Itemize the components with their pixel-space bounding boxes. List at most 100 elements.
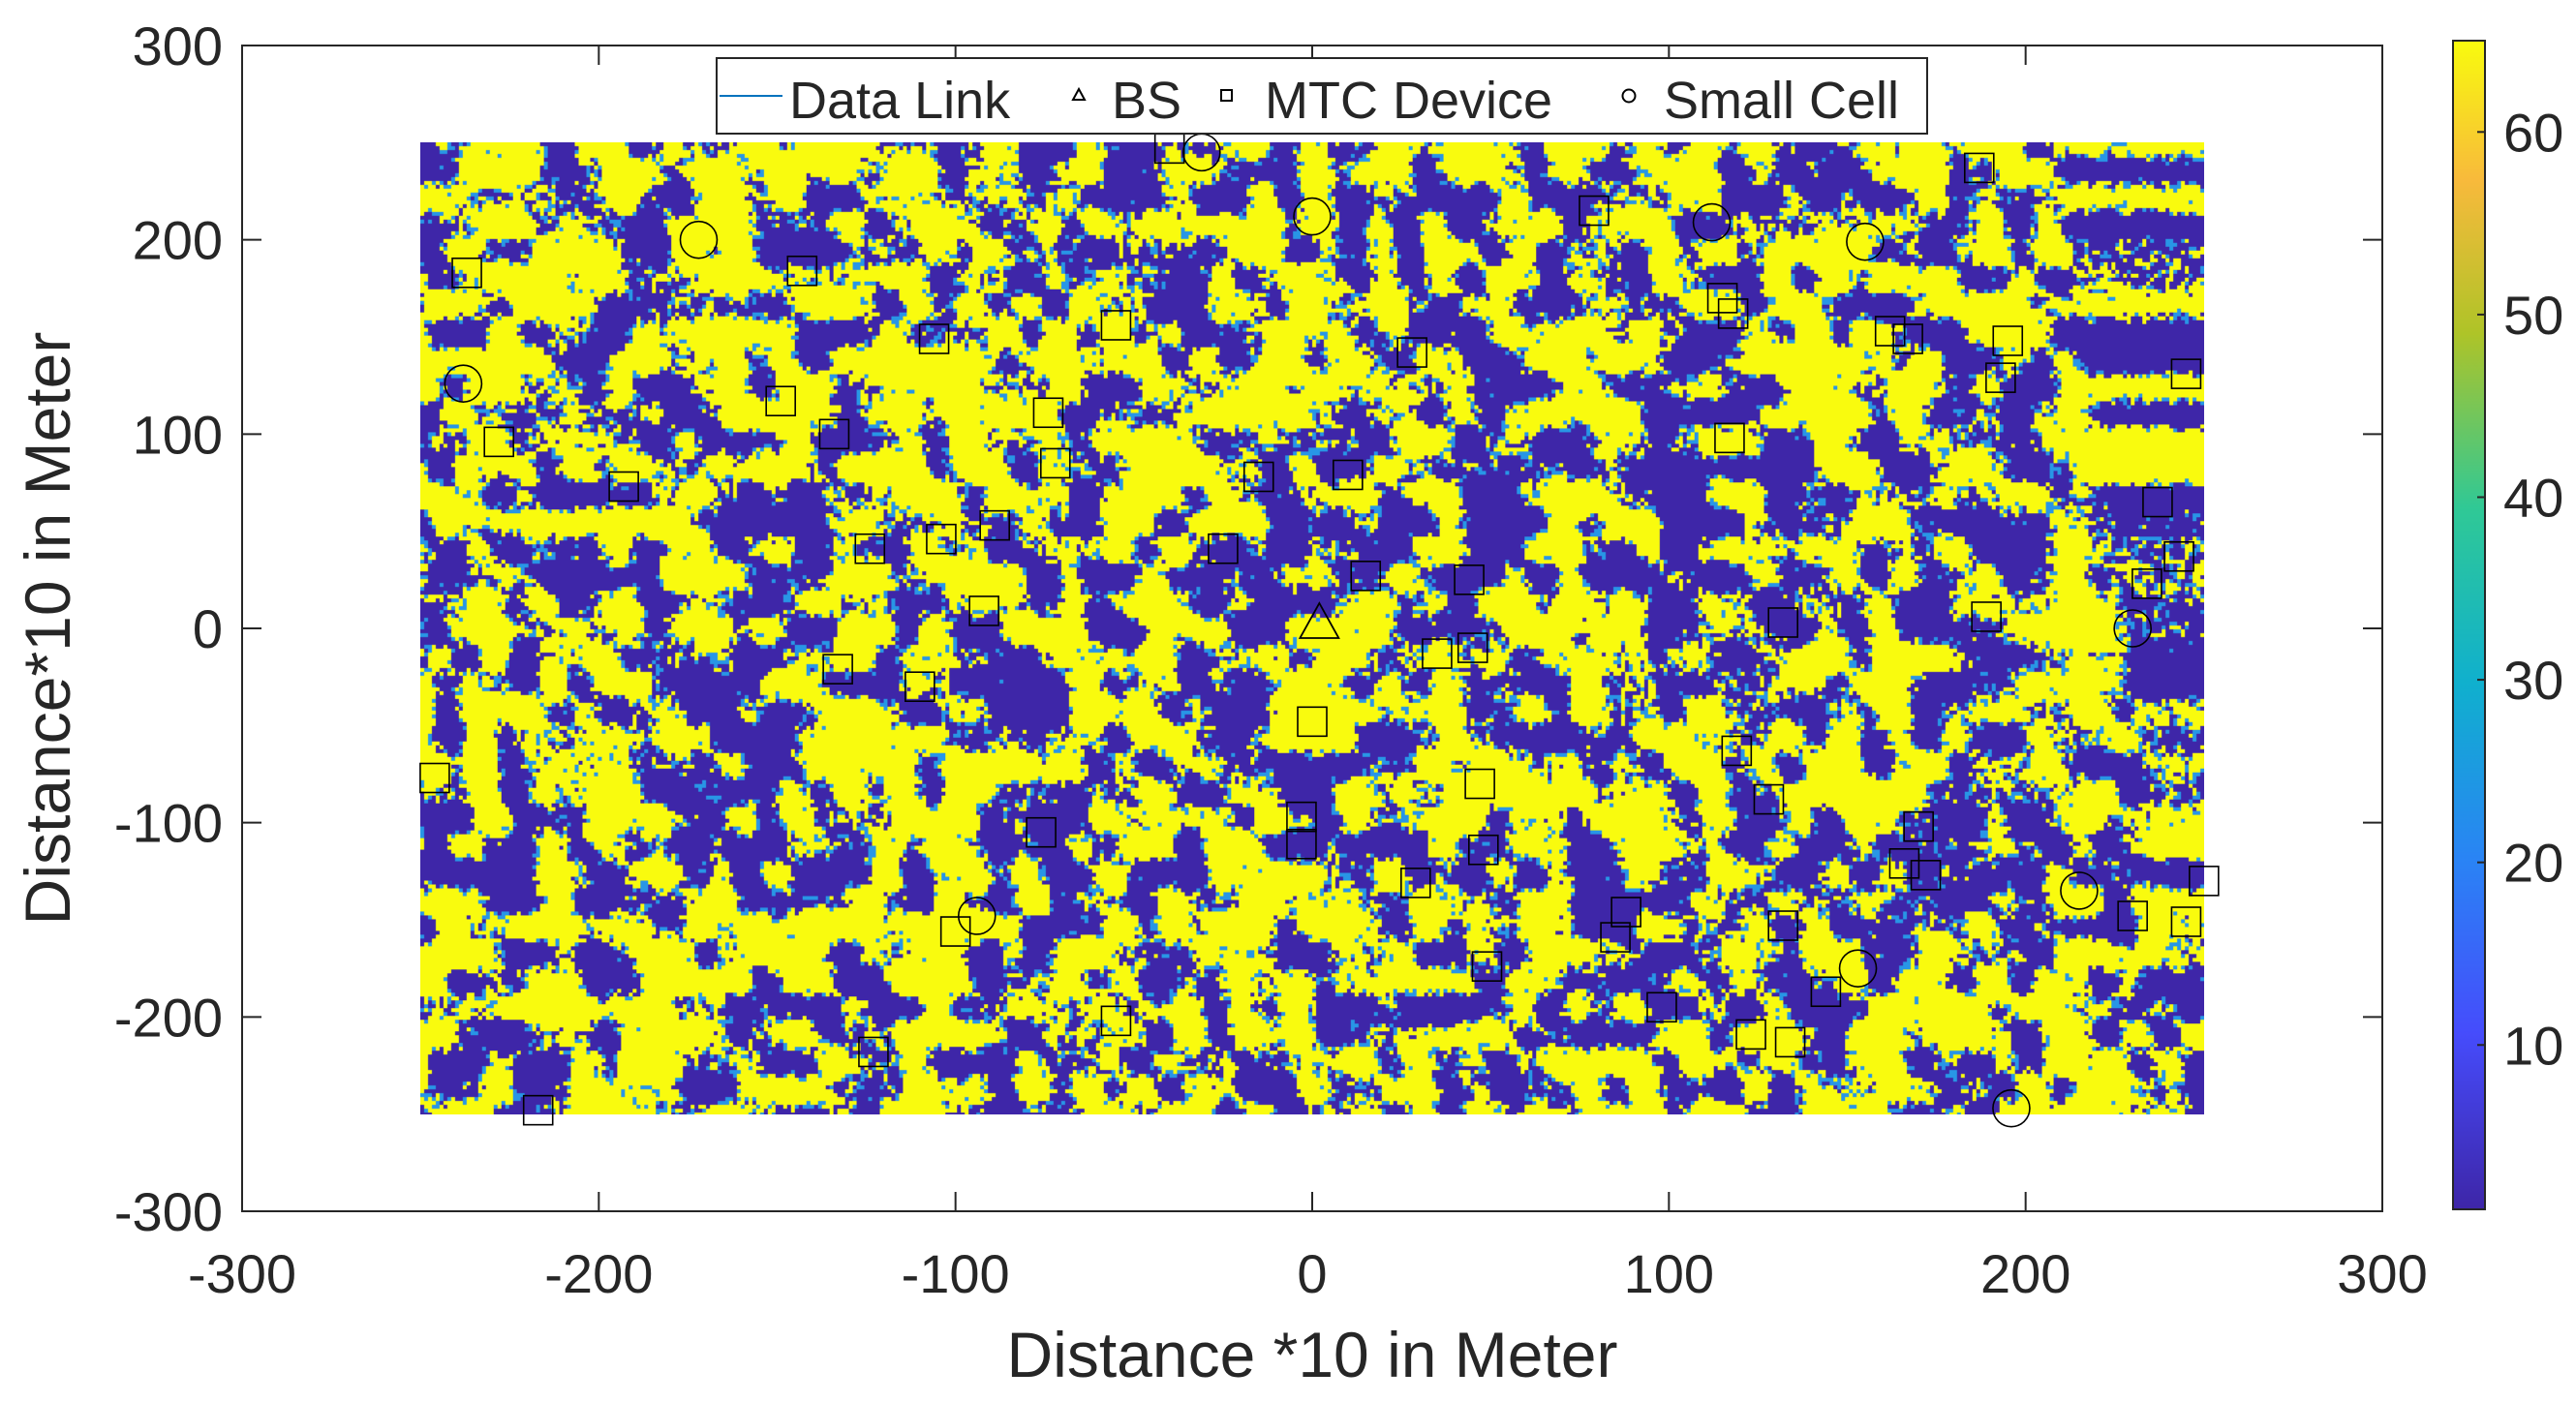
mtc-device-marker <box>858 1036 889 1068</box>
small-cell-marker <box>2060 871 2099 910</box>
axis-ticks: -300 -200 -100 0 100 200 300 -300 -200 -100 0 100 20… <box>114 15 2428 1304</box>
mtc-device-marker <box>2189 866 2220 897</box>
mtc-device-marker <box>1100 310 1132 341</box>
mtc-device-marker <box>1874 316 1906 347</box>
mtc-device-marker <box>1767 910 1798 941</box>
mtc-device-marker <box>1032 397 1064 429</box>
mtc-device-marker <box>1985 362 2016 393</box>
bs-marker <box>1298 601 1340 639</box>
mtc-device-marker <box>1600 922 1631 953</box>
small-cell-marker <box>2113 609 2152 648</box>
mtc-device-marker <box>1646 991 1677 1023</box>
small-cell-marker <box>679 220 719 259</box>
mtc-device-marker <box>2163 540 2194 572</box>
mtc-device-marker <box>2117 900 2148 931</box>
colorbar-tick-label: 60 <box>2503 102 2563 163</box>
mtc-device-marker <box>1242 461 1274 493</box>
mtc-device-marker <box>1910 860 1942 891</box>
mtc-device-marker <box>1333 459 1364 491</box>
legend-mtc-marker <box>1220 89 1233 102</box>
small-cell-marker <box>1846 222 1885 261</box>
colorbar-box <box>2452 40 2486 1210</box>
small-cell-marker <box>957 897 997 935</box>
small-cell-marker <box>1692 202 1732 242</box>
y-tick-label: 300 <box>133 15 223 76</box>
mtc-device-marker <box>1396 337 1427 368</box>
x-tick-label: 100 <box>1624 1243 1714 1304</box>
y-tick-label: 0 <box>193 598 223 659</box>
mtc-device-marker <box>1464 768 1495 800</box>
mtc-device-marker <box>905 671 935 703</box>
mtc-device-marker <box>2131 568 2162 599</box>
mtc-device-marker <box>765 385 796 417</box>
mtc-device-marker <box>608 471 639 503</box>
mtc-device-marker <box>1579 195 1610 227</box>
mtc-device-marker <box>918 323 950 354</box>
mtc-device-marker <box>1468 834 1499 866</box>
mtc-device-marker <box>1963 152 1995 184</box>
mtc-device-marker <box>818 418 850 450</box>
y-tick-label: -200 <box>114 987 223 1048</box>
colorbar: 10 20 30 40 50 60 <box>2452 40 2563 1210</box>
mtc-device-marker <box>419 762 450 794</box>
legend-label-bs: BS <box>1112 72 1181 130</box>
small-cell-marker <box>1838 949 1878 988</box>
mtc-device-marker <box>1971 601 2002 632</box>
mtc-device-marker <box>1753 783 1785 815</box>
mtc-device-marker <box>1774 1026 1806 1058</box>
mtc-device-marker <box>1457 632 1488 663</box>
mtc-device-marker <box>483 426 515 458</box>
small-cell-marker <box>1992 1088 2031 1128</box>
mtc-device-marker <box>1888 848 1920 879</box>
colorbar-gradient <box>2453 41 2485 1209</box>
x-tick-label: -200 <box>544 1243 653 1304</box>
mtc-device-marker <box>786 255 818 287</box>
small-cell-marker <box>444 364 483 403</box>
mtc-device-marker <box>1350 561 1382 592</box>
legend-bs-marker <box>1071 86 1087 101</box>
colorbar-ticks: 10 20 30 40 50 60 <box>2477 102 2563 1076</box>
colorbar-tick-label: 50 <box>2503 285 2563 346</box>
mtc-device-marker <box>1610 897 1641 928</box>
x-axis-title: Distance *10 in Meter <box>1007 1319 1618 1390</box>
mtc-device-marker <box>451 257 482 289</box>
x-tick-label: -300 <box>188 1243 296 1304</box>
mtc-device-marker <box>2170 906 2202 937</box>
legend-small-cell-marker <box>1621 88 1637 104</box>
x-tick-label: -100 <box>902 1243 1010 1304</box>
mtc-device-marker <box>1454 564 1485 595</box>
mtc-device-marker <box>1810 976 1842 1008</box>
y-tick-label: 100 <box>133 404 223 465</box>
marker-layer <box>419 133 2220 1128</box>
small-cell-marker <box>1293 197 1332 236</box>
y-axis-title: Distance*10 in Meter <box>12 332 83 926</box>
mtc-device-marker <box>968 595 999 626</box>
mtc-device-marker <box>854 533 886 564</box>
mtc-device-marker <box>1714 422 1745 454</box>
mtc-device-marker <box>2170 358 2202 389</box>
legend-label-data-link: Data Link <box>789 72 1011 130</box>
mtc-device-marker <box>979 509 1010 541</box>
heatmap-image <box>420 142 2204 1114</box>
colorbar-tick-label: 40 <box>2503 467 2563 528</box>
mtc-device-marker <box>1735 1019 1766 1051</box>
legend[interactable]: Data Link BS MTC Device Small Cell <box>716 57 1928 135</box>
y-tick-label: -300 <box>114 1181 223 1242</box>
mtc-device-marker <box>1706 283 1738 314</box>
mtc-device-marker <box>1422 638 1453 669</box>
mtc-device-marker <box>1767 607 1798 638</box>
colorbar-tick-label: 10 <box>2503 1015 2563 1076</box>
plot-area: -300 -200 -100 0 100 200 300 -300 -200 -100 0 100 20… <box>114 15 2428 1304</box>
colorbar-tick-label: 20 <box>2503 833 2563 894</box>
legend-label-mtc-device: MTC Device <box>1265 72 1552 130</box>
mtc-device-marker <box>1208 533 1239 564</box>
mtc-device-marker <box>1286 801 1317 833</box>
colorbar-tick-label: 30 <box>2503 650 2563 711</box>
mtc-device-marker <box>1286 828 1317 860</box>
y-tick-label: 200 <box>133 210 223 271</box>
mtc-device-marker <box>1026 816 1057 848</box>
mtc-device-marker <box>939 916 971 947</box>
mtc-device-marker <box>1992 325 2024 356</box>
mtc-device-marker <box>1100 1005 1132 1037</box>
